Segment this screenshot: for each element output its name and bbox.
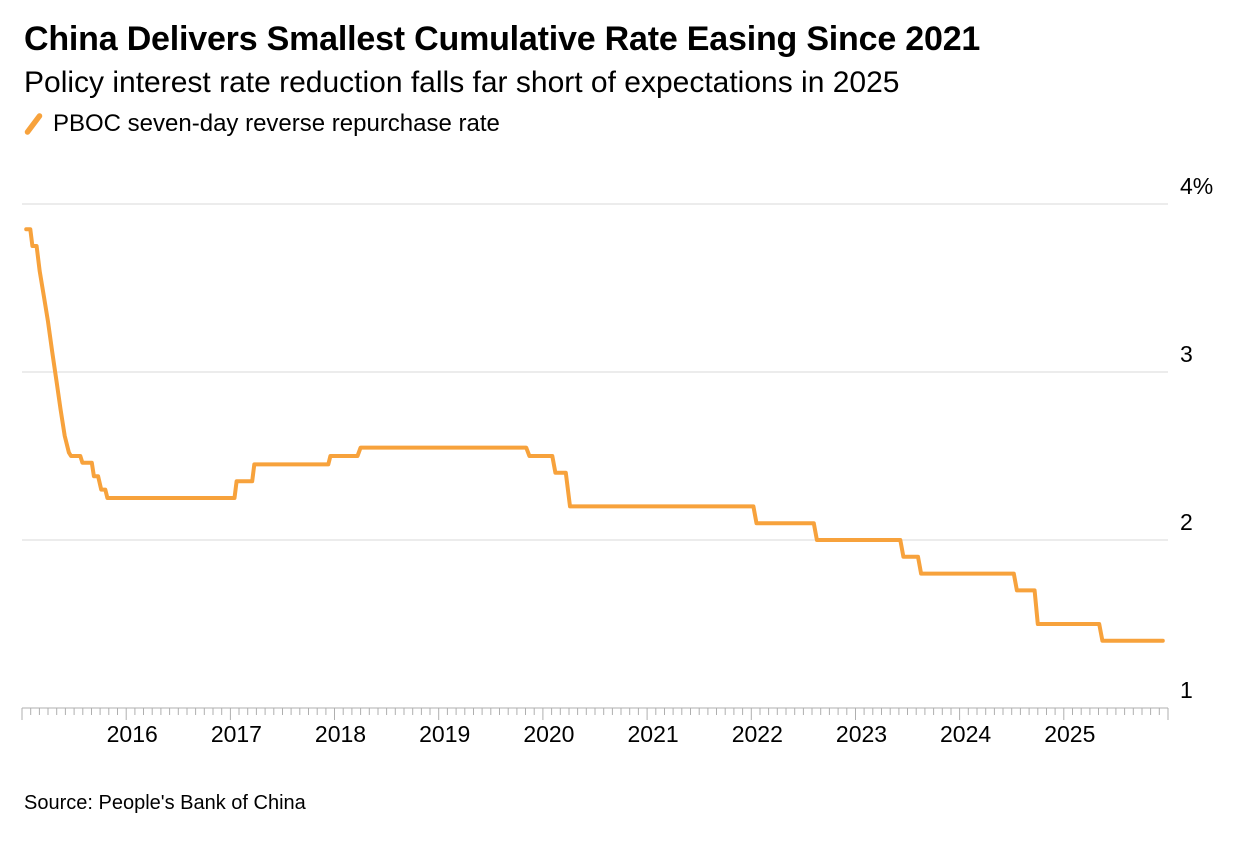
x-tick-label: 2021 xyxy=(628,721,679,747)
series-lines xyxy=(24,226,1165,643)
x-tick-label: 2016 xyxy=(107,721,158,747)
x-tick-label: 2025 xyxy=(1044,721,1095,747)
y-tick-label: 4% xyxy=(1180,173,1213,199)
source-note: Source: People's Bank of China xyxy=(24,791,306,814)
x-tick-label: 2020 xyxy=(523,721,574,747)
x-tick-label: 2019 xyxy=(419,721,470,747)
legend: PBOC seven-day reverse repurchase rate xyxy=(24,110,1212,138)
x-axis xyxy=(21,707,1169,720)
x-tick-label: 2023 xyxy=(836,721,887,747)
chart-footer: Source: People's Bank of China xyxy=(0,778,1236,815)
gridlines xyxy=(22,203,1168,541)
legend-line-icon xyxy=(24,112,43,135)
x-tick-label: 2017 xyxy=(211,721,262,747)
chart-subtitle: Policy interest rate reduction falls far… xyxy=(24,66,900,100)
y-tick-label: 2 xyxy=(1180,509,1193,535)
x-tick-label: 2018 xyxy=(315,721,366,747)
chart-title: China Delivers Smallest Cumulative Rate … xyxy=(24,20,981,58)
y-axis-labels: 4% 3 2 1 xyxy=(1180,173,1213,703)
x-axis-labels: 2016 2017 2018 2019 2020 2021 2022 2023 2024 2025 xyxy=(107,721,1096,747)
chart-header: China Delivers Smallest Cumulative Rate … xyxy=(0,0,1236,138)
x-tick-label: 2024 xyxy=(940,721,991,747)
series-line xyxy=(24,226,1165,643)
y-tick-label: 1 xyxy=(1180,677,1193,703)
chart-page: China Delivers Smallest Cumulative Rate … xyxy=(0,0,1236,815)
legend-label: PBOC seven-day reverse repurchase rate xyxy=(53,109,500,137)
y-tick-label: 3 xyxy=(1180,341,1193,367)
rate-line-chart: 2016 2017 2018 2019 2020 2021 2022 2023 2024 2025… xyxy=(21,173,1213,747)
x-tick-label: 2022 xyxy=(732,721,783,747)
